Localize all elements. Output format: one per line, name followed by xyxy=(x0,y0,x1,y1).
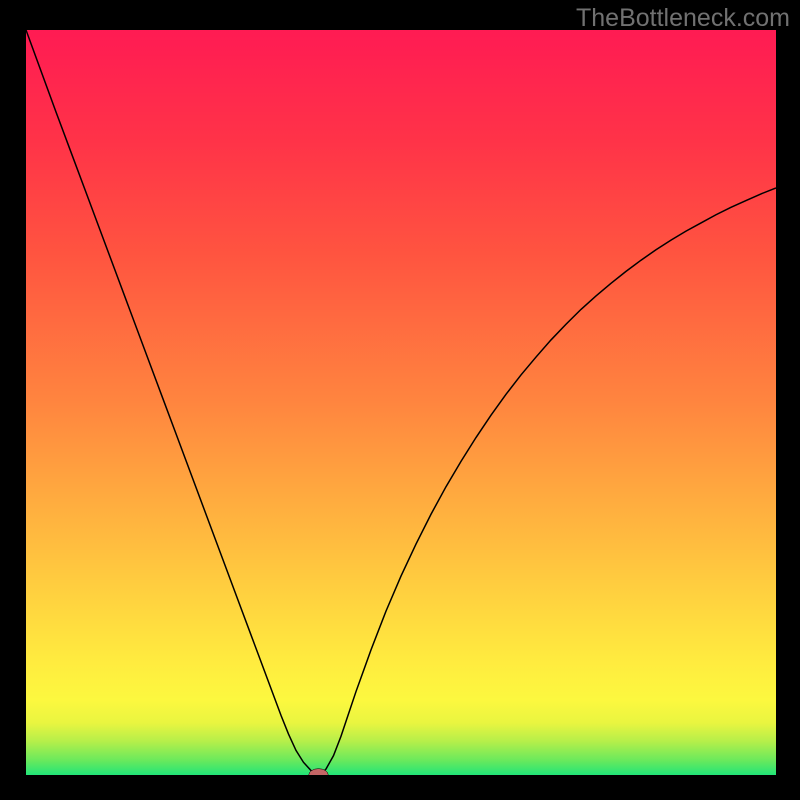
plot-background xyxy=(26,30,776,775)
watermark-text: TheBottleneck.com xyxy=(576,4,790,33)
chart-container: TheBottleneck.com xyxy=(0,0,800,800)
plot-area xyxy=(26,30,776,775)
